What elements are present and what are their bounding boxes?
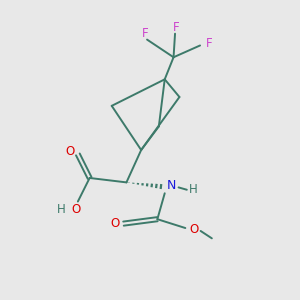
Text: F: F (142, 27, 149, 40)
Text: O: O (111, 217, 120, 230)
Text: H: H (57, 203, 66, 216)
Text: F: F (206, 38, 212, 50)
Text: N: N (167, 179, 176, 192)
Text: O: O (189, 223, 198, 236)
Text: H: H (189, 183, 198, 196)
Text: O: O (65, 145, 74, 158)
Text: F: F (173, 21, 180, 34)
Text: O: O (72, 203, 81, 216)
